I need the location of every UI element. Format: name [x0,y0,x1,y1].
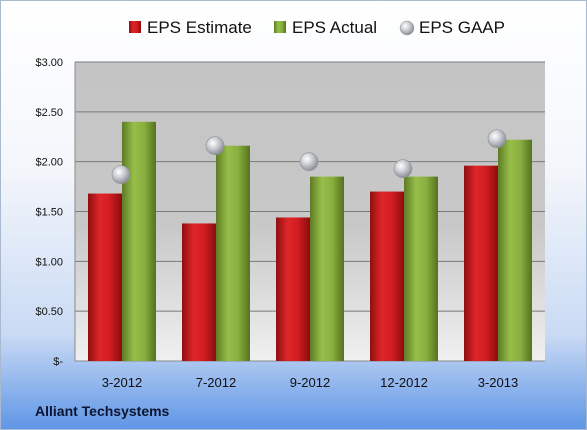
gaap-points [111,129,507,184]
x-tick-label: 3-2012 [102,375,142,390]
legend: EPS Estimate EPS Actual EPS GAAP [129,18,505,37]
gaap-point [393,159,413,178]
x-tick-label: 9-2012 [290,375,330,390]
estimate-bar [464,165,498,361]
gaap-point [299,152,319,171]
estimate-bar [276,217,310,361]
bars [88,121,532,361]
legend-gaap-swatch [399,20,415,36]
y-tick-label: $0.50 [35,306,63,318]
estimate-bar [370,191,404,361]
x-tick-label: 12-2012 [380,375,428,390]
legend-label: EPS Estimate [147,18,252,37]
x-tick-label: 3-2013 [478,375,518,390]
x-tick-label: 7-2012 [196,375,236,390]
actual-bar [122,121,156,361]
actual-bar [216,145,250,361]
x-axis-labels: 3-2012 7-2012 9-2012 12-2012 3-2013 [102,375,518,390]
actual-bar [404,176,438,361]
y-tick-label: $2.00 [35,157,63,169]
gaap-point [111,165,131,184]
legend-actual-swatch [274,21,286,33]
y-tick-label: $1.50 [35,207,63,219]
gaap-point [487,129,507,149]
y-tick-label: $- [53,356,63,368]
legend-label: EPS GAAP [419,18,505,37]
company-name: Alliant Techsystems [35,403,170,419]
legend-label: EPS Actual [292,18,377,37]
y-tick-label: $1.00 [35,256,63,268]
actual-bar [498,139,532,361]
gaap-point [205,136,225,156]
legend-estimate-swatch [129,21,141,33]
actual-bar [310,176,344,361]
y-axis-labels: $- $0.50 $1.00 $1.50 $2.00 $2.50 $3.00 [35,57,63,368]
estimate-bar [88,193,122,361]
estimate-bar [182,223,216,361]
y-tick-label: $3.00 [35,57,63,69]
y-tick-label: $2.50 [35,107,63,119]
